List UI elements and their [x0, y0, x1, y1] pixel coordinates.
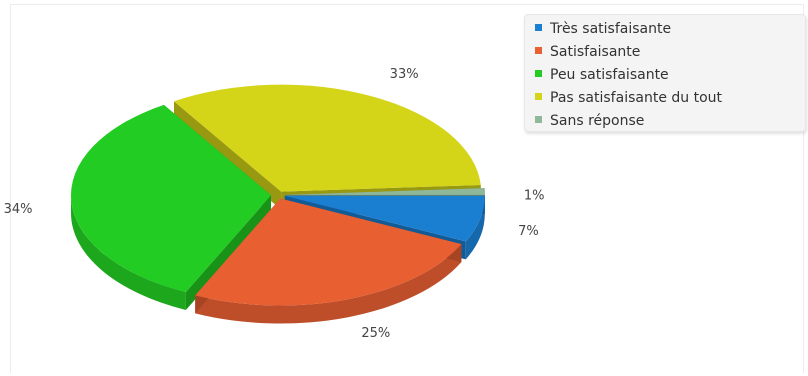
pie-slice-side: [465, 195, 485, 260]
legend-item[interactable]: Peu satisfaisante: [535, 66, 805, 89]
legend-item[interactable]: Satisfaisante: [535, 43, 805, 66]
pie-slice-top: [284, 188, 485, 195]
legend-swatch: [535, 116, 542, 123]
pie-label: 7%: [518, 224, 539, 239]
legend: Très satisfaisante Satisfaisante Peu satis…: [524, 14, 806, 132]
legend-label: Pas satisfaisante du tout: [550, 90, 723, 106]
pie-label: 25%: [361, 326, 390, 341]
legend-label: Peu satisfaisante: [550, 67, 669, 83]
legend-swatch: [535, 47, 542, 54]
pie-label: 1%: [524, 189, 545, 204]
legend-swatch: [535, 70, 542, 77]
pie-slice-top: [174, 84, 481, 192]
pie-slice-top: [195, 198, 462, 306]
legend-item[interactable]: Pas satisfaisante du tout: [535, 89, 805, 112]
legend-item[interactable]: Très satisfaisante: [535, 20, 805, 43]
pie-slice-side: [71, 195, 186, 311]
legend-label: Satisfaisante: [550, 44, 641, 60]
pie-slice-cut-face: [185, 195, 272, 311]
pie-slice-side: [195, 244, 462, 324]
legend-label: Très satisfaisante: [550, 21, 672, 37]
pie-label: 33%: [390, 67, 419, 82]
legend-label: Sans réponse: [550, 113, 645, 129]
pie-slice: [195, 198, 462, 324]
pie-slice-top: [284, 195, 485, 242]
legend-swatch: [535, 24, 542, 31]
pie-labels: 7% 25% 34% 33% 1%: [4, 67, 545, 341]
legend-item[interactable]: Sans réponse: [535, 112, 805, 135]
pie-slice-top: [71, 104, 272, 293]
pie-slices: [71, 84, 485, 324]
pie-slice: [71, 104, 272, 311]
pie-label: 34%: [4, 202, 33, 217]
legend-swatch: [535, 93, 542, 100]
